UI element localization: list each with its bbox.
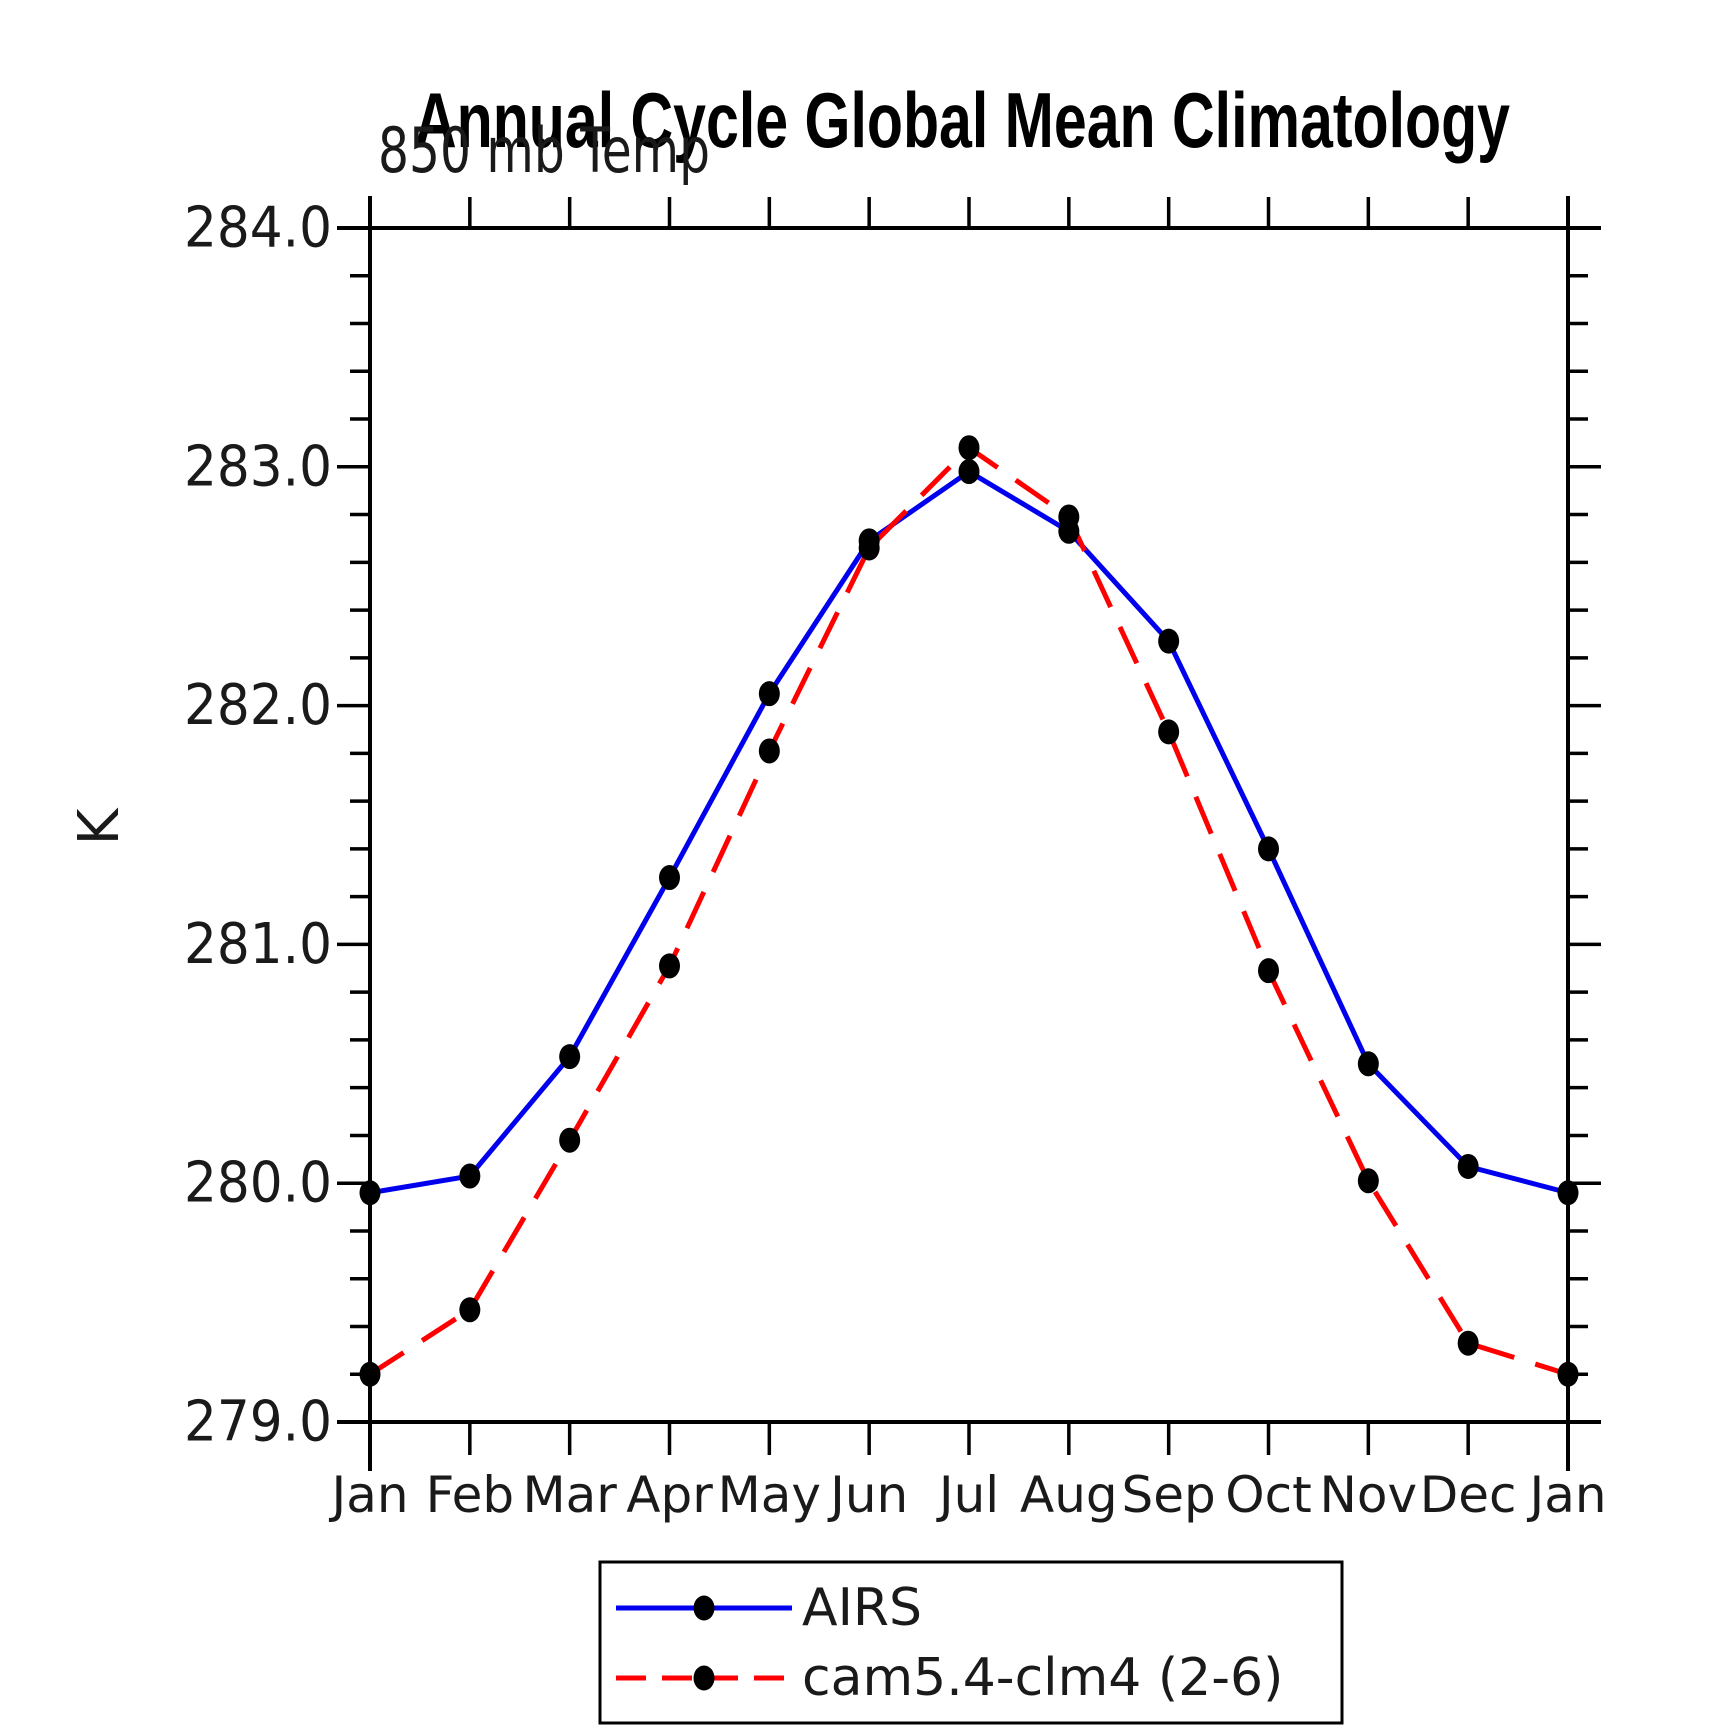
y-tick-label: 281.0 (184, 912, 332, 977)
legend-label: AIRS (802, 1578, 922, 1638)
legend-marker (693, 1595, 715, 1621)
data-point-marker (958, 435, 980, 461)
x-tick-label: Aug (1020, 1466, 1118, 1524)
x-tick-label: Mar (522, 1466, 617, 1524)
data-point-marker (359, 1361, 381, 1387)
x-axis-ticks (368, 197, 1570, 1455)
data-point-marker (559, 1127, 581, 1153)
x-tick-label: Sep (1122, 1466, 1216, 1524)
data-point-marker (659, 865, 680, 891)
x-tick-label: Apr (626, 1466, 713, 1524)
data-point-marker (1357, 1051, 1379, 1077)
chart-title: Annual Cycle Global Mean Climatology (414, 76, 1510, 164)
data-point-marker (1158, 719, 1180, 745)
x-tick-label: Jul (936, 1466, 999, 1524)
data-point-marker (1158, 628, 1180, 654)
chart-subtitle: 850 mb Temp (378, 114, 710, 187)
series-markers (359, 435, 1579, 1387)
data-point-marker (1557, 1180, 1579, 1206)
data-point-marker (459, 1163, 481, 1189)
y-tick-label: 279.0 (184, 1390, 332, 1455)
x-tick-label: Oct (1225, 1466, 1311, 1524)
data-point-marker (359, 1180, 381, 1206)
data-point-marker (758, 681, 780, 707)
legend-marker (693, 1665, 715, 1691)
data-point-marker (858, 535, 880, 561)
data-point-marker (1357, 1168, 1379, 1194)
data-point-marker (1457, 1330, 1479, 1356)
x-tick-label: Nov (1320, 1466, 1418, 1524)
data-point-marker (1058, 504, 1080, 530)
y-tick-label: 283.0 (184, 434, 332, 499)
data-point-marker (1258, 836, 1279, 862)
data-point-marker (1457, 1153, 1479, 1179)
x-tick-label: May (718, 1466, 821, 1524)
x-tick-label: Jun (827, 1466, 908, 1524)
data-point-marker (1258, 958, 1279, 984)
data-point-marker (559, 1044, 581, 1070)
data-point-marker (758, 738, 780, 764)
legend-box (598, 1560, 1344, 1725)
legend-label: cam5.4-clm4 (2-6) (802, 1648, 1283, 1708)
x-tick-label: Dec (1420, 1466, 1517, 1524)
x-axis-tick-labels: Jan Feb Mar Apr May Jun Jul Aug Sep Oct Nov Dec Jan (328, 1466, 1606, 1524)
data-point-marker (659, 953, 680, 979)
y-axis-label: K (67, 807, 132, 845)
y-axis-tick-labels: 279.0 280.0 281.0 282.0 283.0 284.0 (184, 196, 332, 1455)
x-tick-label: Jan (1526, 1466, 1606, 1524)
data-point-marker (958, 459, 980, 485)
data-point-marker (459, 1297, 481, 1323)
x-tick-label: Feb (426, 1466, 515, 1524)
data-point-marker (1557, 1361, 1579, 1387)
y-tick-label: 280.0 (184, 1151, 332, 1216)
legend: AIRS cam5.4-clm4 (2-6) (598, 1560, 1344, 1725)
x-tick-label: Jan (328, 1466, 408, 1524)
y-tick-label: 284.0 (184, 196, 332, 261)
y-tick-label: 282.0 (184, 673, 332, 738)
